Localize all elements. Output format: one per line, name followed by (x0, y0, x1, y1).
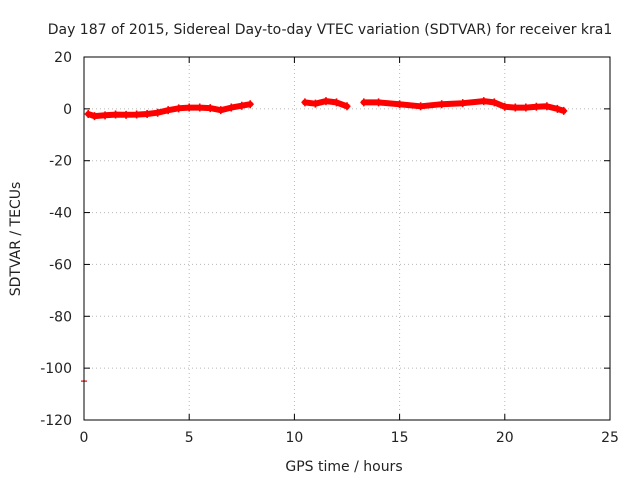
x-tick-label: 15 (391, 430, 409, 446)
axis-tick-labels: 0 5 10 15 20 25 20 0 -20 -40 -60 -80 -100 -120 (40, 50, 619, 446)
data-point (206, 104, 214, 113)
data-point (543, 102, 551, 111)
data-point (322, 97, 330, 106)
data-point (522, 103, 530, 112)
data-point (112, 110, 120, 119)
data-point (84, 110, 92, 119)
data-point (343, 102, 351, 111)
data-point (417, 102, 425, 111)
data-point (553, 104, 561, 113)
data-point (164, 106, 172, 115)
data-point (560, 106, 568, 115)
x-tick-label: 20 (496, 430, 514, 446)
data-point (185, 103, 193, 112)
data-point (375, 98, 383, 107)
x-tick-label: 25 (601, 430, 619, 446)
data-point (396, 100, 404, 109)
data-point (360, 98, 368, 107)
data-point (480, 97, 488, 106)
data-point (246, 100, 254, 109)
y-tick-label: -100 (40, 361, 72, 377)
data-point (501, 102, 509, 111)
plot-frame (83, 56, 611, 421)
y-tick-label: -60 (49, 257, 72, 273)
data-point (227, 103, 235, 112)
data-point (91, 112, 99, 121)
y-tick-label: 20 (54, 50, 72, 66)
chart-title: Day 187 of 2015, Sidereal Day-to-day VTE… (48, 22, 613, 38)
x-tick-label: 10 (285, 430, 303, 446)
data-point (511, 103, 519, 112)
x-tick-label: 5 (185, 430, 194, 446)
data-point (459, 99, 467, 108)
data-point (196, 103, 204, 112)
y-axis-label: SDTVAR / TECUs (8, 182, 24, 297)
data-layer (81, 97, 568, 382)
data-point (532, 102, 540, 111)
data-point (490, 98, 498, 107)
y-tick-label: -80 (49, 309, 72, 325)
data-point (301, 98, 309, 107)
x-axis-label: GPS time / hours (285, 459, 402, 475)
data-point (154, 108, 162, 117)
data-point (332, 98, 340, 107)
y-tick-label: 0 (63, 102, 72, 118)
data-point (238, 101, 246, 110)
data-point (175, 104, 183, 113)
y-tick-label: -40 (49, 206, 72, 222)
data-point (311, 99, 319, 108)
y-tick-label: -120 (40, 413, 72, 429)
axis-ticks (83, 56, 611, 421)
y-tick-label: -20 (49, 154, 72, 170)
data-point (143, 110, 151, 119)
data-point (133, 110, 141, 119)
x-tick-label: 0 (80, 430, 89, 446)
data-point (438, 100, 446, 109)
data-point (101, 111, 109, 120)
data-point (217, 106, 225, 115)
data-point (122, 110, 130, 119)
grid (84, 57, 610, 420)
